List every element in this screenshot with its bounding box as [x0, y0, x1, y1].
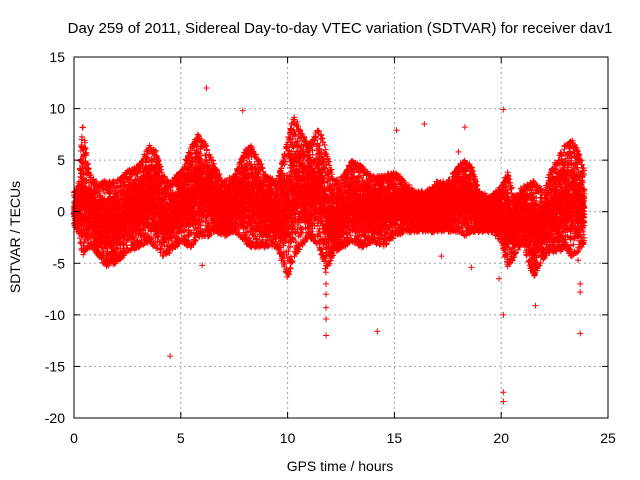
scatter-chart: Day 259 of 2011, Sidereal Day-to-day VTE… [0, 0, 640, 480]
chart-title: Day 259 of 2011, Sidereal Day-to-day VTE… [68, 20, 613, 37]
